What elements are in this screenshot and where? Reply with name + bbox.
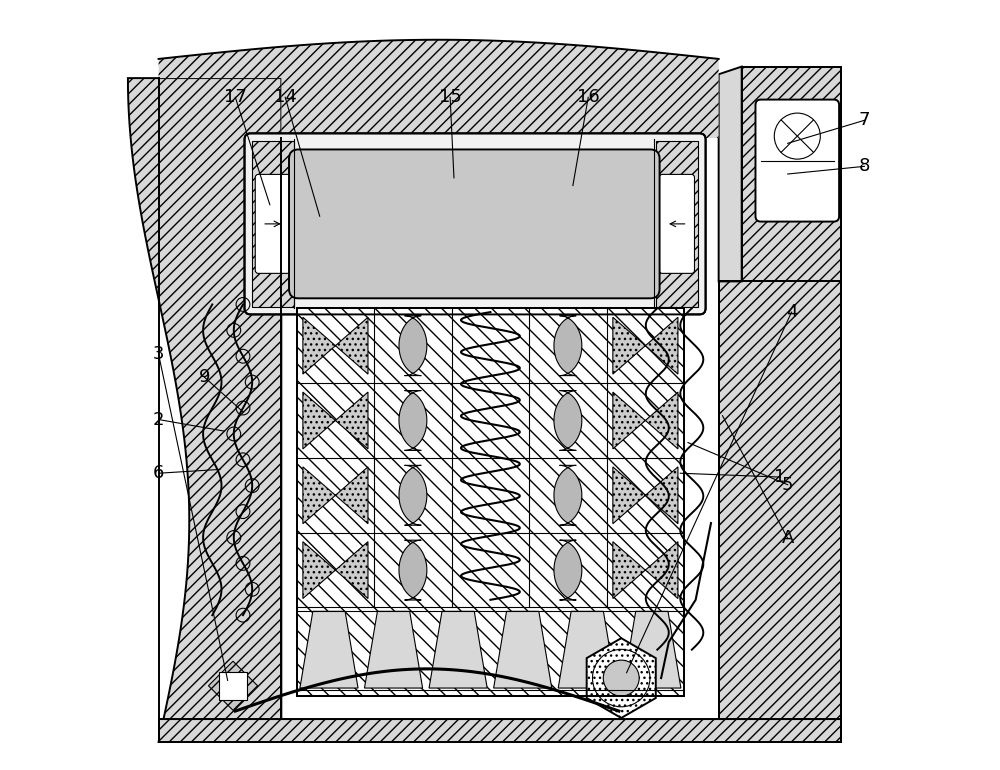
FancyBboxPatch shape bbox=[245, 133, 706, 314]
Polygon shape bbox=[128, 78, 281, 742]
Polygon shape bbox=[554, 316, 582, 376]
Text: 4: 4 bbox=[786, 303, 797, 321]
Circle shape bbox=[774, 113, 820, 159]
Text: 14: 14 bbox=[274, 89, 297, 106]
Bar bbox=[297, 308, 684, 696]
Polygon shape bbox=[587, 638, 656, 718]
Text: 15: 15 bbox=[439, 89, 462, 106]
Text: 9: 9 bbox=[199, 368, 210, 387]
Text: 3: 3 bbox=[153, 345, 164, 363]
Bar bbox=[252, 141, 294, 306]
Text: 2: 2 bbox=[153, 410, 164, 429]
Text: 17: 17 bbox=[224, 89, 247, 106]
FancyBboxPatch shape bbox=[659, 174, 694, 273]
FancyBboxPatch shape bbox=[289, 149, 660, 298]
FancyBboxPatch shape bbox=[255, 174, 291, 273]
Polygon shape bbox=[719, 66, 742, 281]
Polygon shape bbox=[554, 541, 582, 600]
Polygon shape bbox=[303, 467, 368, 524]
Polygon shape bbox=[742, 66, 841, 281]
Polygon shape bbox=[399, 316, 427, 376]
Polygon shape bbox=[558, 611, 616, 688]
Text: 7: 7 bbox=[859, 112, 870, 129]
Polygon shape bbox=[399, 541, 427, 600]
Bar bbox=[297, 308, 684, 696]
Text: A: A bbox=[782, 530, 794, 547]
Polygon shape bbox=[613, 317, 678, 374]
Polygon shape bbox=[613, 392, 678, 449]
Polygon shape bbox=[303, 317, 368, 374]
Polygon shape bbox=[554, 465, 582, 525]
Polygon shape bbox=[303, 541, 368, 598]
Polygon shape bbox=[554, 390, 582, 450]
Polygon shape bbox=[159, 40, 719, 138]
Polygon shape bbox=[429, 611, 487, 688]
Polygon shape bbox=[399, 465, 427, 525]
Bar bbox=[656, 141, 698, 306]
Text: 16: 16 bbox=[577, 89, 600, 106]
Polygon shape bbox=[364, 611, 423, 688]
Polygon shape bbox=[613, 541, 678, 598]
FancyBboxPatch shape bbox=[755, 99, 839, 222]
Polygon shape bbox=[399, 390, 427, 450]
Polygon shape bbox=[494, 611, 552, 688]
Polygon shape bbox=[208, 661, 258, 710]
Polygon shape bbox=[613, 467, 678, 524]
Text: 5: 5 bbox=[782, 476, 793, 494]
Text: 6: 6 bbox=[153, 464, 164, 482]
Polygon shape bbox=[300, 611, 358, 688]
Text: 8: 8 bbox=[859, 157, 870, 176]
Polygon shape bbox=[159, 718, 841, 742]
Polygon shape bbox=[623, 611, 681, 688]
Polygon shape bbox=[303, 392, 368, 449]
Bar bbox=[297, 308, 684, 696]
Polygon shape bbox=[719, 281, 841, 718]
Text: 1: 1 bbox=[774, 468, 786, 486]
Circle shape bbox=[603, 660, 639, 696]
Bar bbox=[219, 672, 247, 700]
